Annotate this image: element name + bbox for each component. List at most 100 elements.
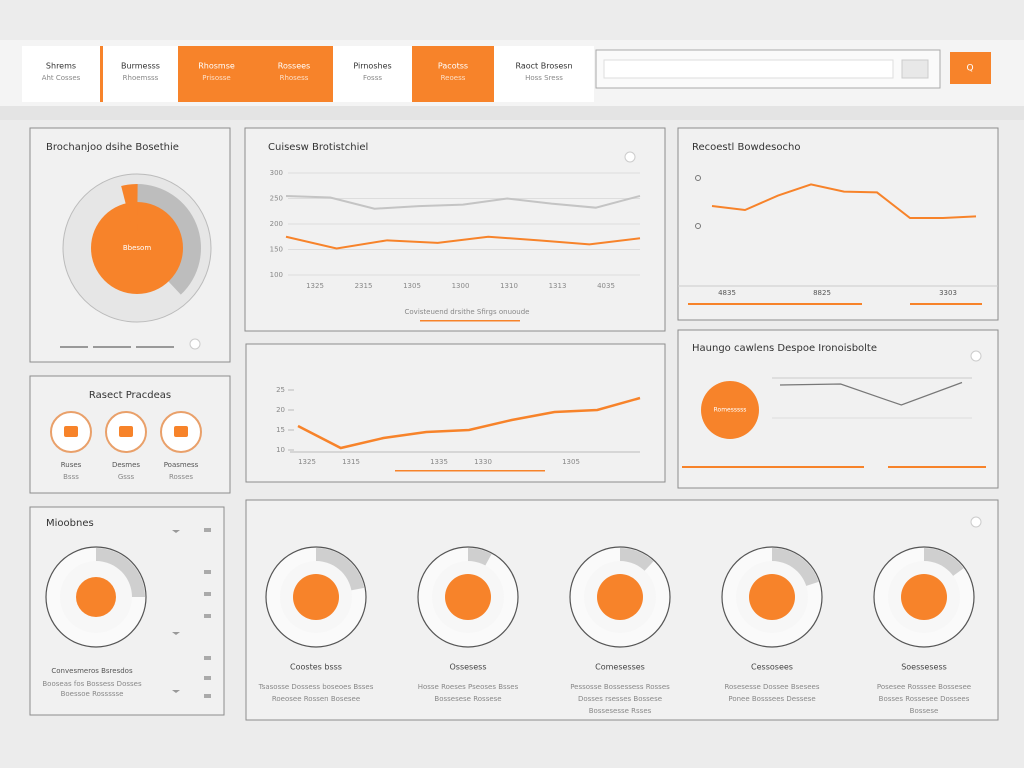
label: Boessoe Rossssse <box>61 690 124 698</box>
side-icon[interactable] <box>204 570 211 574</box>
tab[interactable] <box>412 46 494 102</box>
search-button-label: Q <box>966 64 973 74</box>
label: Rosesesse Dossee Bsesees <box>724 683 819 691</box>
label: Aht Cosses <box>42 74 81 82</box>
label: Burmesss <box>121 62 160 71</box>
panel <box>245 343 666 483</box>
side-icon[interactable] <box>204 528 211 532</box>
label: Bsss <box>63 473 79 481</box>
label: 1335 <box>430 458 448 466</box>
side-icon[interactable] <box>204 676 211 680</box>
label: Booseas fos Bossess Dosses <box>42 680 142 688</box>
label: Covisteuend drsithe Sfirgs onuoude <box>405 308 530 316</box>
label: 1325 <box>306 282 324 290</box>
label: Brochanjoo dsihe Bosethie <box>46 142 179 153</box>
menu-dot[interactable] <box>970 516 982 528</box>
donut-top <box>121 184 138 248</box>
menu-dot[interactable] <box>970 350 982 362</box>
label: Rossees <box>278 62 310 71</box>
side-icon[interactable] <box>204 656 211 660</box>
search-button[interactable] <box>950 52 991 84</box>
label: 15 <box>276 426 285 434</box>
tab[interactable] <box>103 46 178 102</box>
label: Bosses Rossesee Dossees <box>879 695 970 703</box>
label: 8825 <box>813 289 831 297</box>
panel <box>244 127 666 332</box>
legend-bar <box>93 346 131 348</box>
label: Shrems <box>46 62 76 71</box>
donut-center <box>597 574 643 620</box>
label: Cuisesw Brotistchiel <box>268 142 368 153</box>
line <box>285 194 641 210</box>
label: 1305 <box>403 282 421 290</box>
label: Bossesesse Rsses <box>589 707 652 715</box>
line <box>779 381 963 406</box>
tab[interactable] <box>255 46 333 102</box>
label: 1325 <box>298 458 316 466</box>
label: Soessesess <box>901 663 947 672</box>
axis-dot <box>695 223 701 229</box>
label: Hoss Sress <box>525 74 563 82</box>
label: Ponee Bosssees Dessese <box>728 695 815 703</box>
stat-bar <box>688 303 862 305</box>
tab[interactable] <box>333 46 412 102</box>
label: 1300 <box>452 282 470 290</box>
label: Poasmess <box>164 461 199 469</box>
label: 20 <box>276 406 285 414</box>
tab[interactable] <box>494 46 594 102</box>
label: Pessosse Bossessess Rosses <box>570 683 670 691</box>
label: Pirnoshes <box>353 62 391 71</box>
label: Gsss <box>118 473 135 481</box>
label: Mioobnes <box>46 518 94 529</box>
label: Romesssss <box>714 407 747 414</box>
search-input[interactable] <box>603 59 894 79</box>
menu-dot[interactable] <box>624 151 636 163</box>
label: Rhosess <box>280 74 309 82</box>
label: 2315 <box>355 282 373 290</box>
underline <box>395 470 545 472</box>
label: 4835 <box>718 289 736 297</box>
chevron[interactable] <box>172 530 180 533</box>
label: 4035 <box>597 282 615 290</box>
label: Haungo cawlens Despoe Ironoisbolte <box>692 343 877 354</box>
chevron[interactable] <box>172 690 180 693</box>
label: 1305 <box>562 458 580 466</box>
divider <box>0 106 1024 120</box>
label: Coostes bsss <box>290 663 342 672</box>
chevron[interactable] <box>172 632 180 635</box>
label: Convesmeros Bsresdos <box>51 667 133 675</box>
icon <box>119 426 133 437</box>
label: 250 <box>270 195 283 203</box>
label: Comesesses <box>595 663 645 672</box>
label: Hosse Roeses Pseoses Bsses <box>418 683 519 691</box>
label: Posesee Rosssee Bossesee <box>877 683 971 691</box>
label: Ruses <box>61 461 82 469</box>
label: Bossesese Rossese <box>434 695 501 703</box>
side-icon[interactable] <box>204 614 211 618</box>
side-icon[interactable] <box>204 592 211 596</box>
side-icon[interactable] <box>204 694 211 698</box>
search-icon[interactable] <box>901 59 929 79</box>
tab[interactable] <box>178 46 255 102</box>
icon <box>64 426 78 437</box>
label: 300 <box>270 169 283 177</box>
tab[interactable] <box>22 46 100 102</box>
label: Pacotss <box>438 62 468 71</box>
line <box>297 396 641 450</box>
panel <box>677 127 999 321</box>
label: Fosss <box>363 74 382 82</box>
label: Desmes <box>112 461 140 469</box>
label: Tsasosse Dossess boseoes Bsses <box>258 683 374 691</box>
label: 1315 <box>342 458 360 466</box>
menu-dot[interactable] <box>189 338 201 350</box>
donut-center <box>749 574 795 620</box>
label: Prisosse <box>202 74 230 82</box>
label: 25 <box>276 386 285 394</box>
label: Bossese <box>910 707 939 715</box>
legend-bar <box>136 346 174 348</box>
label: Raoct Brosesn <box>515 62 572 71</box>
donut-center <box>901 574 947 620</box>
label: 3303 <box>939 289 957 297</box>
label: Bbesom <box>123 244 151 252</box>
label: 1310 <box>500 282 518 290</box>
